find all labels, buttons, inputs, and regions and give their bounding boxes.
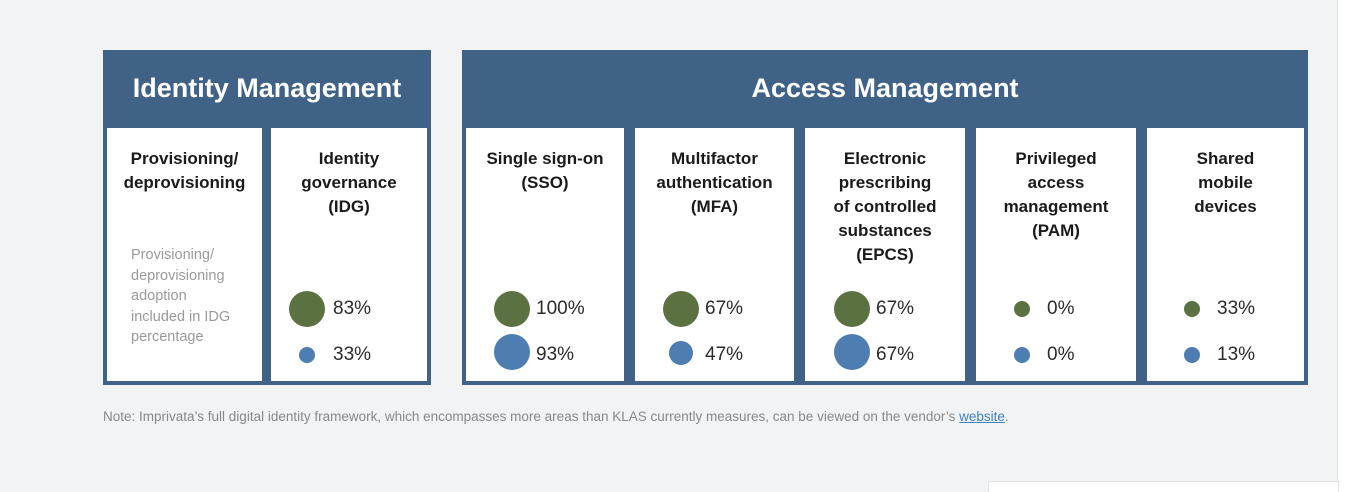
dot-value-2 [494, 334, 530, 370]
column-title: Privileged access management (PAM) [1003, 149, 1109, 240]
value-2: 93% [536, 344, 575, 365]
identity-management-title: Identity Management [132, 73, 402, 103]
value-2: 0% [1047, 344, 1075, 365]
column-title: Electronic prescribing of controlled sub… [833, 149, 937, 264]
value-1: 83% [333, 298, 372, 319]
column-title: Provisioning/ deprovisioning [123, 149, 246, 192]
dot-value-2 [669, 341, 693, 365]
column-title: Shared mobile devices [1194, 149, 1257, 216]
dot-value-2 [299, 347, 315, 363]
dot-value-2 [1184, 347, 1200, 363]
column-shared-mobile: Shared mobile devices 33% 13% [1147, 128, 1304, 381]
column-pam: Privileged access management (PAM) 0% 0% [976, 128, 1136, 381]
column-provisioning: Provisioning/ deprovisioning Provisionin… [107, 128, 262, 381]
value-1: 67% [705, 298, 744, 319]
dot-value-1 [289, 291, 325, 327]
website-link[interactable]: website [959, 409, 1005, 424]
column-title: Identity governance (IDG) [301, 149, 397, 216]
provisioning-note: Provisioning/ deprovisioning adoption in… [131, 247, 231, 345]
value-2: 67% [876, 344, 915, 365]
value-2: 33% [333, 344, 372, 365]
dot-value-2 [1014, 347, 1030, 363]
dot-value-1 [663, 291, 699, 327]
footnote-end: . [1004, 409, 1009, 424]
floating-card-edge [988, 481, 1339, 492]
value-1: 100% [536, 298, 585, 319]
value-1: 0% [1047, 298, 1075, 319]
dot-value-2 [834, 334, 870, 370]
column-mfa: Multifactor authentication (MFA) 67% 47% [635, 128, 794, 381]
dot-value-1 [834, 291, 870, 327]
identity-management-panel: Identity Management Provisioning/ deprov… [103, 50, 431, 385]
dot-value-1 [1184, 301, 1200, 317]
value-2: 47% [705, 344, 744, 365]
column-title: Single sign-on (SSO) [486, 149, 604, 192]
column-epcs: Electronic prescribing of controlled sub… [805, 128, 965, 381]
dot-value-1 [1014, 301, 1030, 317]
footnote-text: Note: Imprivata’s full digital identity … [103, 409, 960, 424]
column-identity-governance: Identity governance (IDG) 83% 33% [271, 128, 427, 381]
dot-value-1 [494, 291, 530, 327]
access-management-title: Access Management [751, 73, 1019, 103]
scrollbar[interactable] [1337, 0, 1353, 492]
access-management-panel: Access Management Single sign-on (SSO) 1… [462, 50, 1308, 385]
value-1: 33% [1217, 298, 1256, 319]
value-2: 13% [1217, 344, 1256, 365]
footnote: Note: Imprivata’s full digital identity … [103, 409, 1009, 424]
column-title: Multifactor authentication (MFA) [656, 149, 773, 216]
value-1: 67% [876, 298, 915, 319]
column-sso: Single sign-on (SSO) 100% 93% [466, 128, 624, 381]
